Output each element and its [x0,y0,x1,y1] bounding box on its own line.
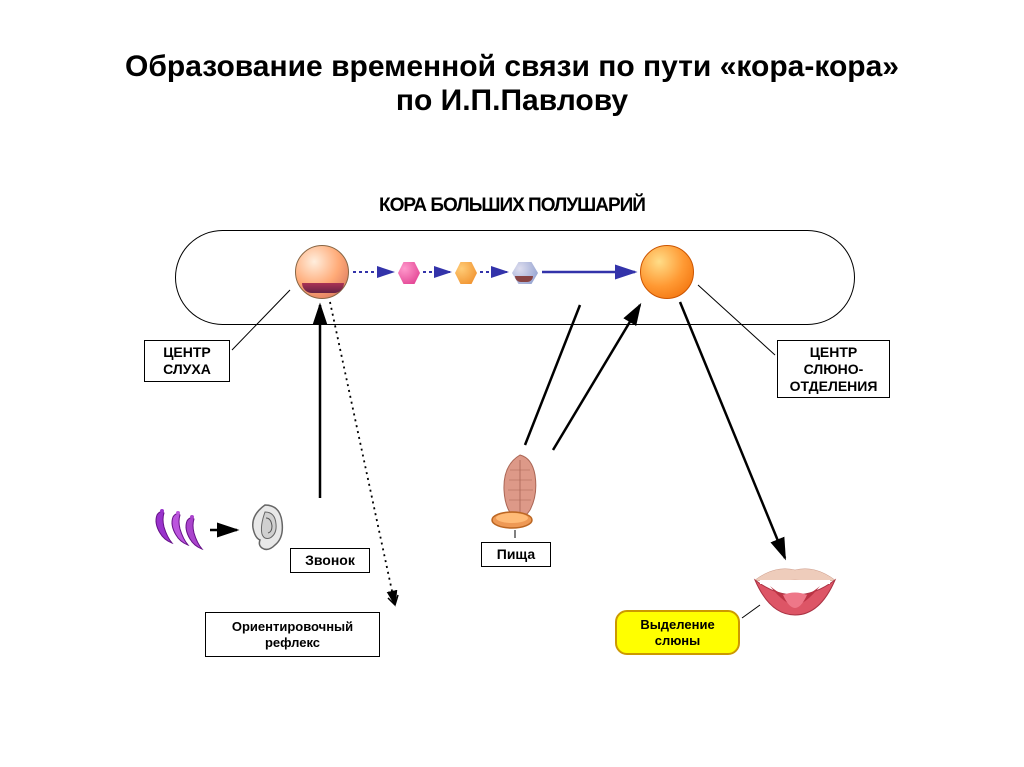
label-saliva-secretion: Выделение слюны [615,610,740,655]
ear-icon [240,500,290,555]
saliva-center-node [640,245,694,299]
label-hearing-center: ЦЕНТР СЛУХА [144,340,230,382]
label-orient-reflex: Ориентировочный рефлекс [205,612,380,657]
subtitle: КОРА БОЛЬШИХ ПОЛУШАРИЙ [379,195,645,217]
main-title: Образование временной связи по пути «кор… [112,50,912,118]
label-saliva-center: ЦЕНТР СЛЮНО-ОТДЕЛЕНИЯ [777,340,890,398]
bell-icon [152,505,207,560]
label-food: Пища [481,542,551,567]
mouth-icon [745,560,845,620]
tongue-food-icon [490,450,550,535]
hearing-center-node [295,245,349,299]
label-bell: Звонок [290,548,370,573]
